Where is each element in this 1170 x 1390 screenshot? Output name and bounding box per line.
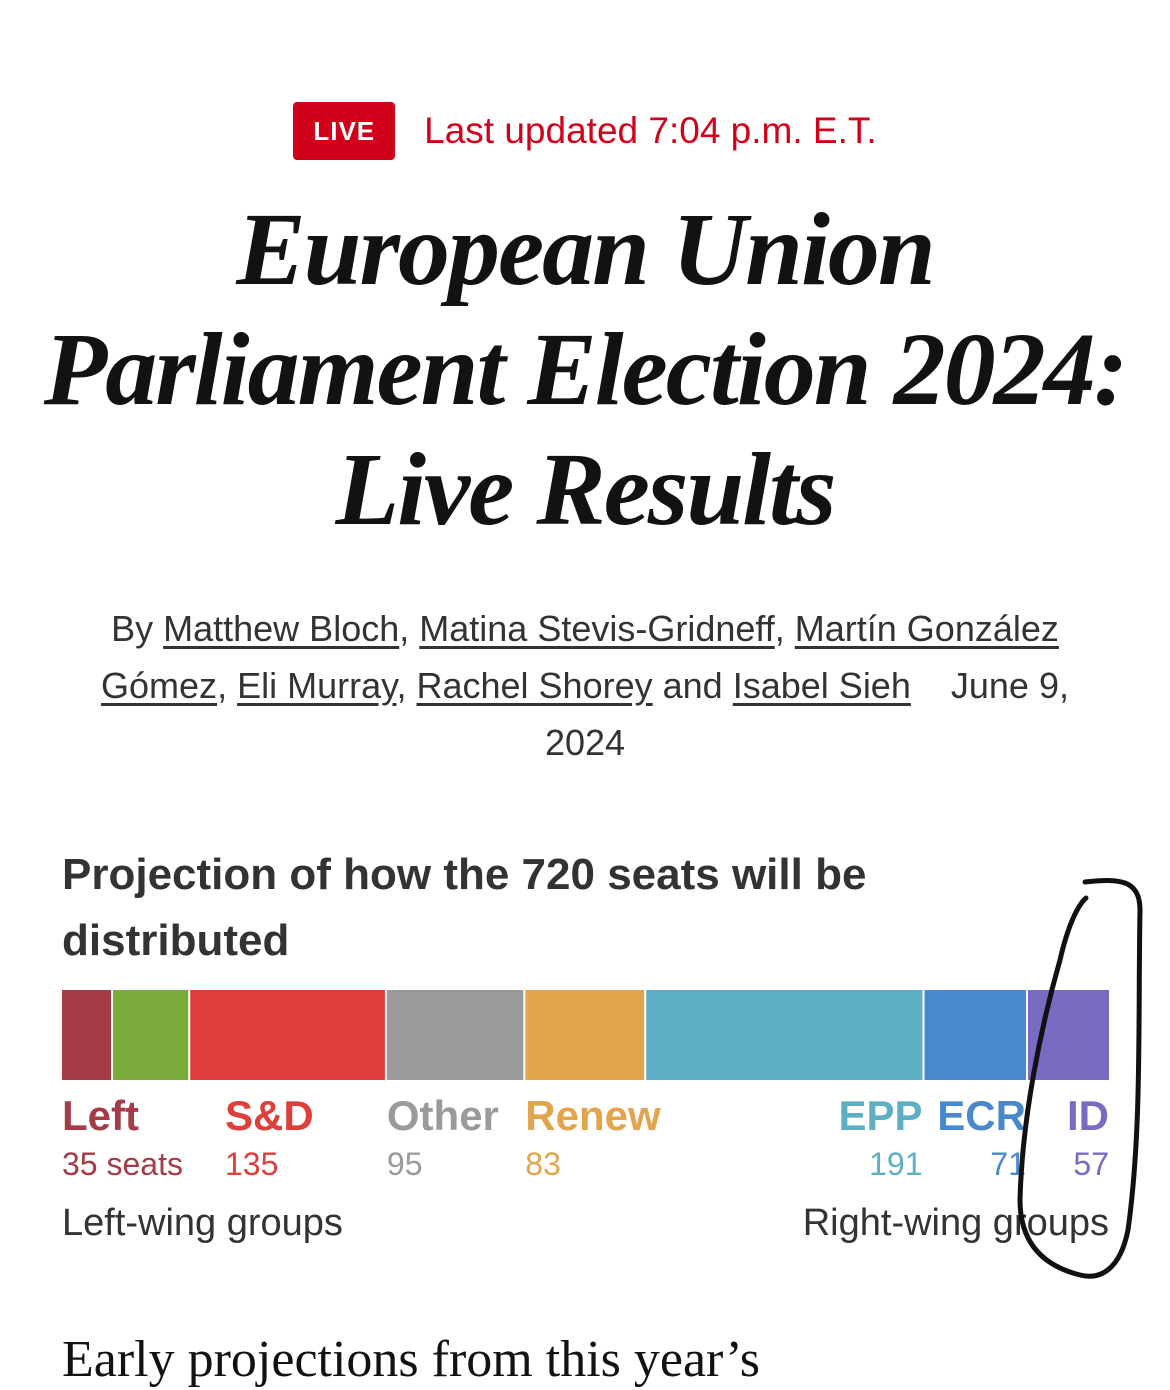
last-updated-text: Last updated 7:04 p.m. E.T.	[424, 110, 877, 151]
live-badge: LIVE	[293, 102, 396, 160]
author-link[interactable]: Martín González Gómez	[101, 608, 1059, 706]
title-line-1: European Union	[236, 192, 935, 307]
party-label-epp: EPP	[838, 1092, 922, 1139]
bar-segment-sd	[190, 990, 385, 1080]
byline-sep: ,	[217, 665, 228, 706]
seat-count-sd: 135	[225, 1146, 278, 1182]
byline-and: and	[662, 665, 723, 706]
byline: By Matthew Bloch, Matina Stevis-Gridneff…	[60, 600, 1110, 771]
byline-prefix: By	[111, 608, 154, 649]
seat-count-id: 57	[1073, 1146, 1109, 1182]
bar-segment-renew	[525, 990, 645, 1080]
seat-count-other: 95	[387, 1146, 423, 1182]
seat-count-epp: 191	[869, 1146, 922, 1182]
bar-segment-id	[1027, 990, 1109, 1080]
right-wing-group-label: Right-wing groups	[803, 1202, 1109, 1244]
author-link[interactable]: Eli Murray	[237, 665, 397, 706]
party-label-other: Other	[387, 1092, 499, 1139]
bar-segment-left	[62, 990, 111, 1080]
party-label-ecr: ECR	[937, 1092, 1026, 1139]
author-link[interactable]: Isabel Sieh	[732, 665, 911, 706]
byline-sep: ,	[399, 608, 410, 649]
article-intro: Early projections from this year’s	[62, 1331, 760, 1388]
bar-segment-other	[386, 990, 524, 1080]
bar-segment-ecr	[924, 990, 1026, 1080]
seat-projection-chart: Left 35 seats S&D 135 Other 95 Renew 83 EPP 191 EC…	[62, 990, 1109, 1244]
title-line-2: Parliament Election 2024:	[43, 312, 1128, 427]
left-wing-group-label: Left-wing groups	[62, 1202, 343, 1244]
author-link[interactable]: Rachel Shorey	[416, 665, 653, 706]
party-label-left: Left	[62, 1092, 139, 1139]
live-status-bar: LIVE Last updated 7:04 p.m. E.T.	[0, 102, 1170, 160]
page-title: European Union Parliament Election 2024:…	[20, 190, 1150, 550]
title-line-3: Live Results	[335, 432, 837, 547]
party-label-id: ID	[1067, 1092, 1109, 1139]
seat-count-left: 35 seats	[62, 1146, 183, 1182]
publish-date: June 9, 2024	[544, 665, 1069, 763]
seat-count-renew: 83	[525, 1146, 561, 1182]
party-label-renew: Renew	[525, 1092, 661, 1139]
bar-segment-epp	[646, 990, 923, 1080]
byline-sep: ,	[396, 665, 407, 706]
chart-title: Projection of how the 720 seats will be …	[62, 850, 867, 965]
party-label-sd: S&D	[225, 1092, 314, 1139]
seat-count-ecr: 71	[990, 1146, 1026, 1182]
byline-sep: ,	[774, 608, 785, 649]
bar-segment-greens	[112, 990, 189, 1080]
author-link[interactable]: Matina Stevis-Gridneff	[419, 608, 775, 649]
author-link[interactable]: Matthew Bloch	[163, 608, 400, 649]
